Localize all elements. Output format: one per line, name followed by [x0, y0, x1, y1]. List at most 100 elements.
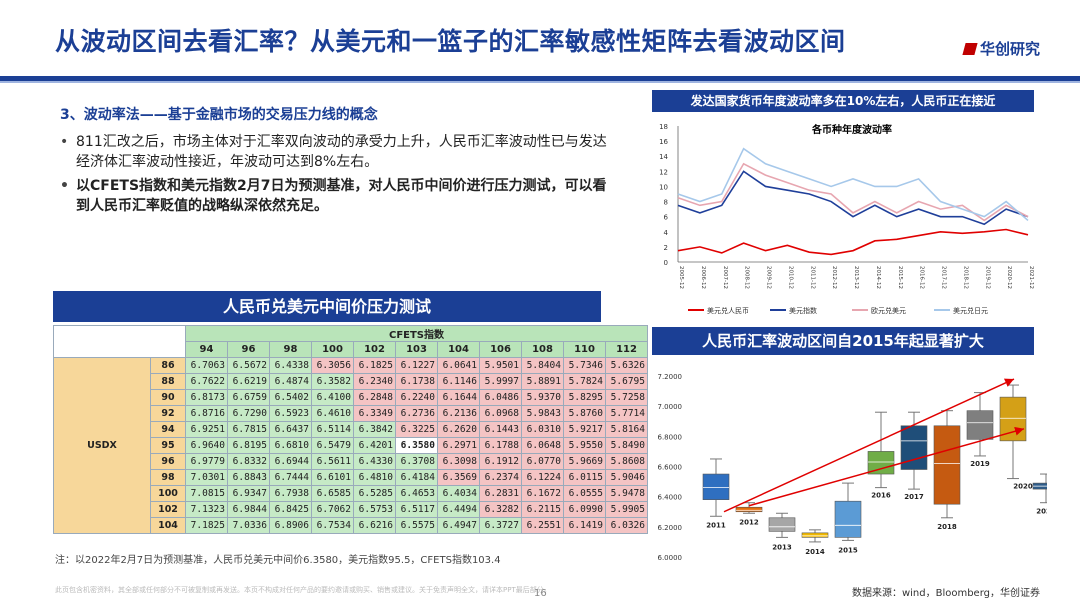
y-tick-label: 6.4000 — [658, 494, 683, 502]
matrix-cell: 6.0310 — [521, 421, 564, 438]
matrix-cell: 6.3569 — [437, 469, 480, 486]
matrix-cell: 6.7290 — [227, 405, 270, 422]
y-tick-label: 6.0000 — [658, 554, 683, 562]
matrix-cell: 6.7444 — [269, 469, 312, 486]
chart-title: 各币种年度波动率 — [811, 123, 892, 136]
col-group-label: CFETS指数 — [185, 325, 648, 342]
legend-label: 美元兑人民币 — [707, 306, 749, 315]
matrix-cell: 5.8404 — [521, 357, 564, 374]
matrix-cell: 6.5402 — [269, 389, 312, 406]
matrix-cell: 6.5114 — [311, 421, 354, 438]
matrix-cell: 6.4184 — [395, 469, 438, 486]
matrix-cell: 6.5611 — [311, 453, 354, 470]
y-tick-label: 6 — [664, 214, 669, 222]
header-divider-light — [0, 81, 1080, 83]
matrix-cell: 6.9640 — [185, 437, 228, 454]
matrix-cell: 5.7346 — [563, 357, 606, 374]
legend-label: 美元指数 — [789, 306, 817, 315]
matrix-cell: 6.5575 — [395, 517, 438, 534]
matrix-cell: 6.1788 — [479, 437, 522, 454]
matrix-cell: 6.8843 — [227, 469, 270, 486]
x-tick-label: 2008-12 — [744, 266, 750, 289]
matrix-cell: 6.2340 — [353, 373, 396, 390]
x-tick-label: 2015-12 — [897, 266, 903, 289]
table-row: 96 6.9779 6.8332 6.6944 6.5611 6.4330 6.3708 6.… — [54, 453, 648, 470]
series-line — [677, 228, 1029, 256]
matrix-cell: 6.6810 — [269, 437, 312, 454]
x-tick-label: 2014-12 — [875, 266, 881, 289]
y-tick-label: 18 — [659, 123, 668, 131]
matrix-cell: 7.0336 — [227, 517, 270, 534]
matrix-cell: 6.5672 — [227, 357, 270, 374]
matrix-cell: 6.0968 — [479, 405, 522, 422]
x-category-label: 2020 — [1013, 483, 1033, 491]
legend-label: 美元兑日元 — [953, 306, 988, 315]
matrix-cell: 6.6219 — [227, 373, 270, 390]
y-tick-label: 4 — [664, 229, 669, 237]
x-tick-label: 2009-12 — [766, 266, 772, 289]
y-tick-label: 12 — [659, 168, 668, 176]
matrix-cell: 5.8164 — [605, 421, 648, 438]
matrix-cell: 6.4338 — [269, 357, 312, 374]
series-line — [677, 162, 1029, 222]
method-description: 3、波动率法——基于金融市场的交易压力线的概念 811汇改之后，市场主体对于汇率… — [60, 104, 620, 220]
box-body — [702, 473, 730, 500]
matrix-cell: 5.9478 — [605, 485, 648, 502]
matrix-cell: 6.2848 — [353, 389, 396, 406]
matrix-cell: 6.0990 — [563, 501, 606, 518]
data-source: 数据来源：wind，Bloomberg，华创证券 — [851, 588, 1040, 599]
matrix-cell: 6.5285 — [353, 485, 396, 502]
x-tick-label: 2007-12 — [722, 266, 728, 289]
matrix-cell: 6.8425 — [269, 501, 312, 518]
row-header: 96 — [150, 453, 186, 470]
x-tick-label: 2019-12 — [984, 266, 990, 289]
matrix-cell: 5.9046 — [605, 469, 648, 486]
section-subhead: 3、波动率法——基于金融市场的交易压力线的概念 — [60, 107, 378, 123]
matrix-cell: 6.2374 — [479, 469, 522, 486]
x-tick-label: 2020-12 — [1006, 266, 1012, 289]
col-header: 106 — [479, 341, 522, 358]
matrix-cell: 6.8716 — [185, 405, 228, 422]
range-chart-header: 人民币汇率波动区间自2015年起显著扩大 — [652, 327, 1034, 355]
matrix-cell: 6.6437 — [269, 421, 312, 438]
matrix-cell: 6.3056 — [311, 357, 354, 374]
series-line — [677, 147, 1029, 222]
matrix-cell: 6.3098 — [437, 453, 480, 470]
matrix-cell: 6.6944 — [269, 453, 312, 470]
matrix-cell: 6.0115 — [563, 469, 606, 486]
matrix-cell: 6.8906 — [269, 517, 312, 534]
table-row: 90 6.8173 6.6759 6.5402 6.4100 6.2848 6.2240 6.… — [54, 389, 648, 406]
matrix-cell: 6.4653 — [395, 485, 438, 502]
matrix-cell: 5.7824 — [563, 373, 606, 390]
x-tick-label: 2013-12 — [853, 266, 859, 289]
matrix-cell: 6.8195 — [227, 437, 270, 454]
col-header: 100 — [311, 341, 354, 358]
y-tick-label: 6.8000 — [658, 433, 683, 441]
table-row: USDX 86 6.7063 6.5672 6.4338 6.3056 6.1825 6.12… — [53, 357, 648, 534]
matrix-cell: 5.9843 — [521, 405, 564, 422]
header-divider — [0, 76, 1080, 81]
table-row: 100 7.0815 6.9347 6.7938 6.6585 6.5285 6.4653 6… — [54, 485, 648, 502]
matrix-title: 人民币兑美元中间价压力测试 — [53, 291, 601, 322]
matrix-cell: 6.9347 — [227, 485, 270, 502]
matrix-cell: 6.7062 — [311, 501, 354, 518]
box-body — [801, 532, 829, 538]
matrix-cell: 6.5479 — [311, 437, 354, 454]
box-body — [867, 451, 895, 475]
bullet-2: 以CFETS指数和美元指数2月7日为预测基准，对人民币中间价进行压力测试，可以看… — [60, 176, 620, 216]
matrix-cell: 6.0486 — [479, 389, 522, 406]
row-header: 102 — [150, 501, 186, 518]
matrix-note: 注：以2022年2月7日为预测基准，人民币兑美元中间价6.3580，美元指数95… — [55, 555, 501, 566]
matrix-cell: 6.4034 — [437, 485, 480, 502]
x-tick-label: 2005-12 — [678, 266, 684, 289]
logo-text: 华创研究 — [979, 40, 1040, 58]
matrix-cell: 5.8295 — [563, 389, 606, 406]
row-header: 98 — [150, 469, 186, 486]
matrix-cell: 7.1825 — [185, 517, 228, 534]
y-tick-label: 14 — [659, 153, 668, 161]
matrix-cell: 6.9251 — [185, 421, 228, 438]
matrix-cell: 6.3282 — [479, 501, 522, 518]
matrix-cell: 6.5923 — [269, 405, 312, 422]
y-tick-label: 6.2000 — [658, 524, 683, 532]
matrix-cell: 6.2240 — [395, 389, 438, 406]
